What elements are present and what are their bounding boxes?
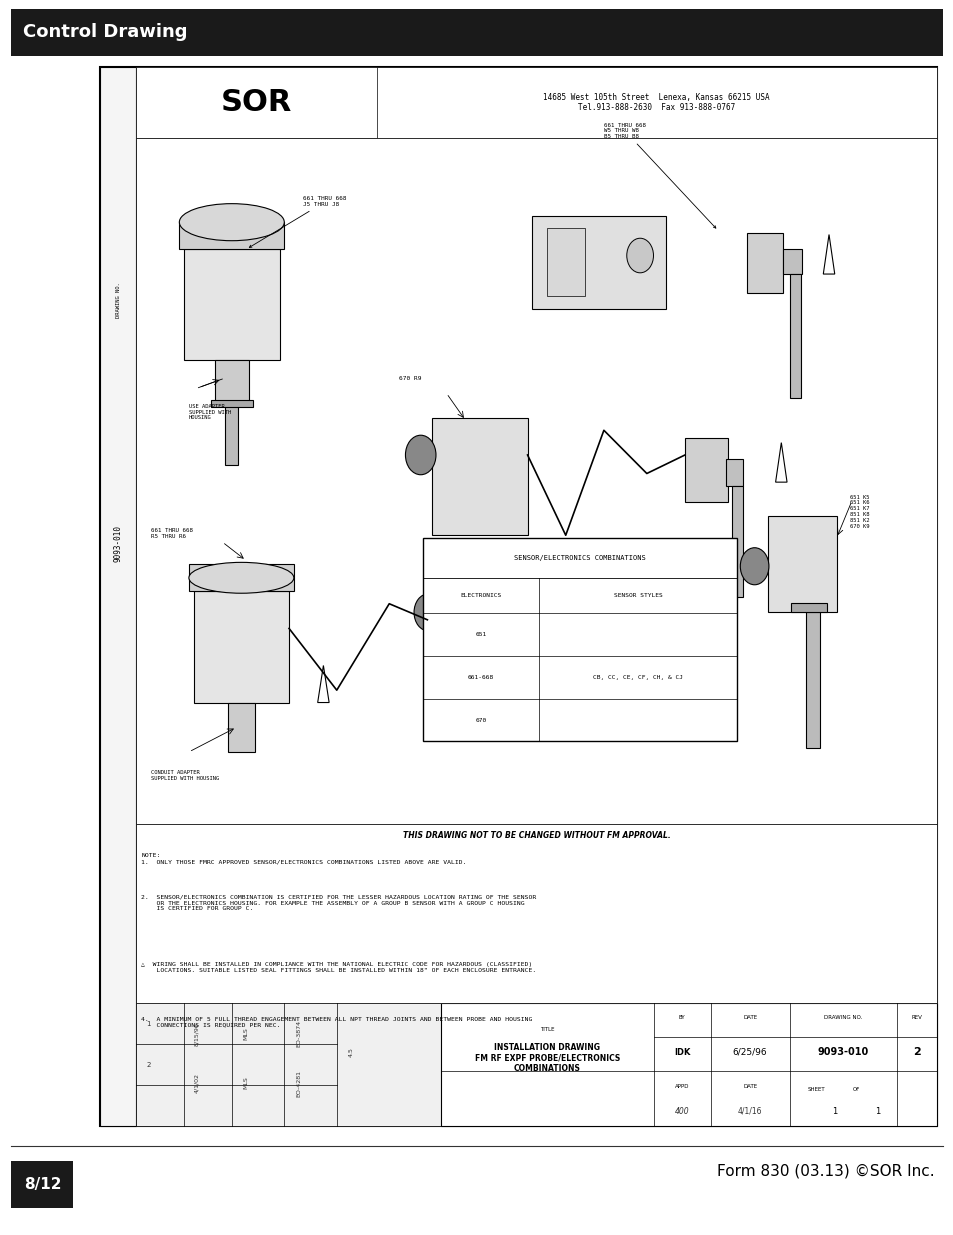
Bar xyxy=(211,400,253,408)
Text: △  WIRING SHALL BE INSTALLED IN COMPLIANCE WITH THE NATIONAL ELECTRIC CODE FOR H: △ WIRING SHALL BE INSTALLED IN COMPLIANC… xyxy=(141,962,536,973)
Bar xyxy=(136,1003,936,1126)
Bar xyxy=(193,592,289,703)
Text: MLS: MLS xyxy=(243,1077,249,1089)
Bar xyxy=(136,138,936,824)
Text: 1: 1 xyxy=(874,1107,880,1116)
Bar xyxy=(179,222,284,249)
Bar xyxy=(136,67,376,138)
Bar xyxy=(189,564,294,592)
Text: Form 830 (03.13) ©SOR Inc.: Form 830 (03.13) ©SOR Inc. xyxy=(717,1163,934,1178)
Text: 670: 670 xyxy=(475,718,486,722)
Circle shape xyxy=(405,435,436,474)
Text: 4/1/16: 4/1/16 xyxy=(737,1107,761,1116)
Text: 4.5: 4.5 xyxy=(348,1047,354,1057)
Bar xyxy=(725,458,742,485)
Bar xyxy=(546,228,584,296)
Bar xyxy=(455,645,474,727)
Text: 9093-010: 9093-010 xyxy=(113,525,123,562)
Text: 9093-010: 9093-010 xyxy=(817,1047,868,1057)
Bar xyxy=(441,577,497,645)
Bar xyxy=(432,417,527,535)
Circle shape xyxy=(626,238,653,273)
Text: 1: 1 xyxy=(831,1107,837,1116)
Text: 670 R9: 670 R9 xyxy=(398,375,421,380)
Text: BY: BY xyxy=(679,1015,685,1020)
Text: 661-668: 661-668 xyxy=(467,674,494,679)
Text: DRAWING NO.: DRAWING NO. xyxy=(823,1015,862,1020)
Text: THIS DRAWING NOT TO BE CHANGED WITHOUT FM APPROVAL.: THIS DRAWING NOT TO BE CHANGED WITHOUT F… xyxy=(402,831,670,840)
Bar xyxy=(136,824,936,1003)
Text: USE ADAPTER
SUPPLIED WITH
HOUSING: USE ADAPTER SUPPLIED WITH HOUSING xyxy=(189,404,231,420)
Text: 661 THRU 668
R5 THRU R6: 661 THRU 668 R5 THRU R6 xyxy=(151,527,193,538)
Text: DATE: DATE xyxy=(742,1084,757,1089)
Bar xyxy=(782,249,801,274)
Bar xyxy=(790,604,826,613)
Text: EO-4281: EO-4281 xyxy=(295,1070,301,1097)
Bar xyxy=(805,613,820,748)
Text: Control Drawing: Control Drawing xyxy=(23,23,187,41)
Text: INSTALLATION DRAWING
FM RF EXPF PROBE/ELECTRONICS
COMBINATIONS: INSTALLATION DRAWING FM RF EXPF PROBE/EL… xyxy=(475,1044,619,1073)
Text: TITLE: TITLE xyxy=(539,1028,554,1032)
Text: 651 K5
651 K6
651 K7
851 K8
851 K2
670 K9: 651 K5 651 K6 651 K7 851 K8 851 K2 670 K… xyxy=(849,495,868,529)
Bar xyxy=(100,67,136,1126)
Text: IDK: IDK xyxy=(674,1047,690,1057)
Bar xyxy=(767,516,836,613)
Text: ELECTRONICS: ELECTRONICS xyxy=(459,593,501,598)
Bar xyxy=(440,1003,936,1126)
Bar xyxy=(746,233,782,293)
Text: SOR: SOR xyxy=(220,88,292,117)
Text: OF: OF xyxy=(852,1087,860,1092)
Circle shape xyxy=(414,594,442,631)
Bar xyxy=(136,67,936,138)
Text: 2: 2 xyxy=(912,1047,920,1057)
Text: 661 THRU 668
J5 THRU J8: 661 THRU 668 J5 THRU J8 xyxy=(249,196,347,247)
Text: 2: 2 xyxy=(147,1062,151,1067)
Bar xyxy=(100,67,936,1126)
Text: CONDUIT ADAPTER
SUPPLIED WITH HOUSING: CONDUIT ADAPTER SUPPLIED WITH HOUSING xyxy=(151,771,219,782)
Bar xyxy=(11,1161,73,1208)
Bar xyxy=(228,703,254,752)
Ellipse shape xyxy=(189,562,294,593)
Text: 8/15/96: 8/15/96 xyxy=(193,1021,199,1046)
Text: CB, CC, CE, CF, CH, & CJ: CB, CC, CE, CF, CH, & CJ xyxy=(593,674,682,679)
Bar xyxy=(684,437,727,501)
Circle shape xyxy=(740,548,768,585)
Text: 14685 West 105th Street  Lenexa, Kansas 66215 USA
Tel.913-888-2630  Fax 913-888-: 14685 West 105th Street Lenexa, Kansas 6… xyxy=(543,93,769,112)
Bar xyxy=(11,9,942,56)
Bar xyxy=(789,274,801,398)
Bar xyxy=(422,537,737,741)
Bar xyxy=(532,216,665,309)
Bar xyxy=(225,404,238,466)
Text: 6/25/96: 6/25/96 xyxy=(732,1047,766,1057)
Text: 1: 1 xyxy=(147,1021,151,1026)
Text: 2.  SENSOR/ELECTRONICS COMBINATION IS CERTIFIED FOR THE LESSER HAZARDOUS LOCATIO: 2. SENSOR/ELECTRONICS COMBINATION IS CER… xyxy=(141,895,536,911)
Text: REV: REV xyxy=(911,1015,922,1020)
Text: 661 THRU 668
W5 THRU W8
B5 THRU B8: 661 THRU 668 W5 THRU W8 B5 THRU B8 xyxy=(603,122,715,228)
Text: DRAWING NO.: DRAWING NO. xyxy=(115,282,121,317)
Text: SENSOR STYLES: SENSOR STYLES xyxy=(613,593,662,598)
Bar xyxy=(214,361,249,404)
Text: APPD: APPD xyxy=(675,1084,689,1089)
Text: DATE: DATE xyxy=(742,1015,757,1020)
Text: 8/12: 8/12 xyxy=(24,1177,61,1192)
Text: MLS: MLS xyxy=(243,1028,249,1040)
Text: NOTE:
1.  ONLY THOSE FMRC APPROVED SENSOR/ELECTRONICS COMBINATIONS LISTED ABOVE : NOTE: 1. ONLY THOSE FMRC APPROVED SENSOR… xyxy=(141,853,466,864)
Text: 4/1/02: 4/1/02 xyxy=(193,1073,199,1093)
Text: 4.  A MINIMUM OF 5 FULL THREAD ENGAGEMENT BETWEEN ALL NPT THREAD JOINTS AND BETW: 4. A MINIMUM OF 5 FULL THREAD ENGAGEMENT… xyxy=(141,1016,532,1028)
Text: SHEET: SHEET xyxy=(807,1087,824,1092)
Ellipse shape xyxy=(179,204,284,241)
Text: 651: 651 xyxy=(475,632,486,637)
Text: 400: 400 xyxy=(674,1107,689,1116)
Text: SENSOR/ELECTRONICS COMBINATIONS: SENSOR/ELECTRONICS COMBINATIONS xyxy=(514,555,645,561)
Bar xyxy=(731,485,742,597)
Bar xyxy=(184,249,279,361)
Text: EO-3874: EO-3874 xyxy=(295,1020,301,1047)
